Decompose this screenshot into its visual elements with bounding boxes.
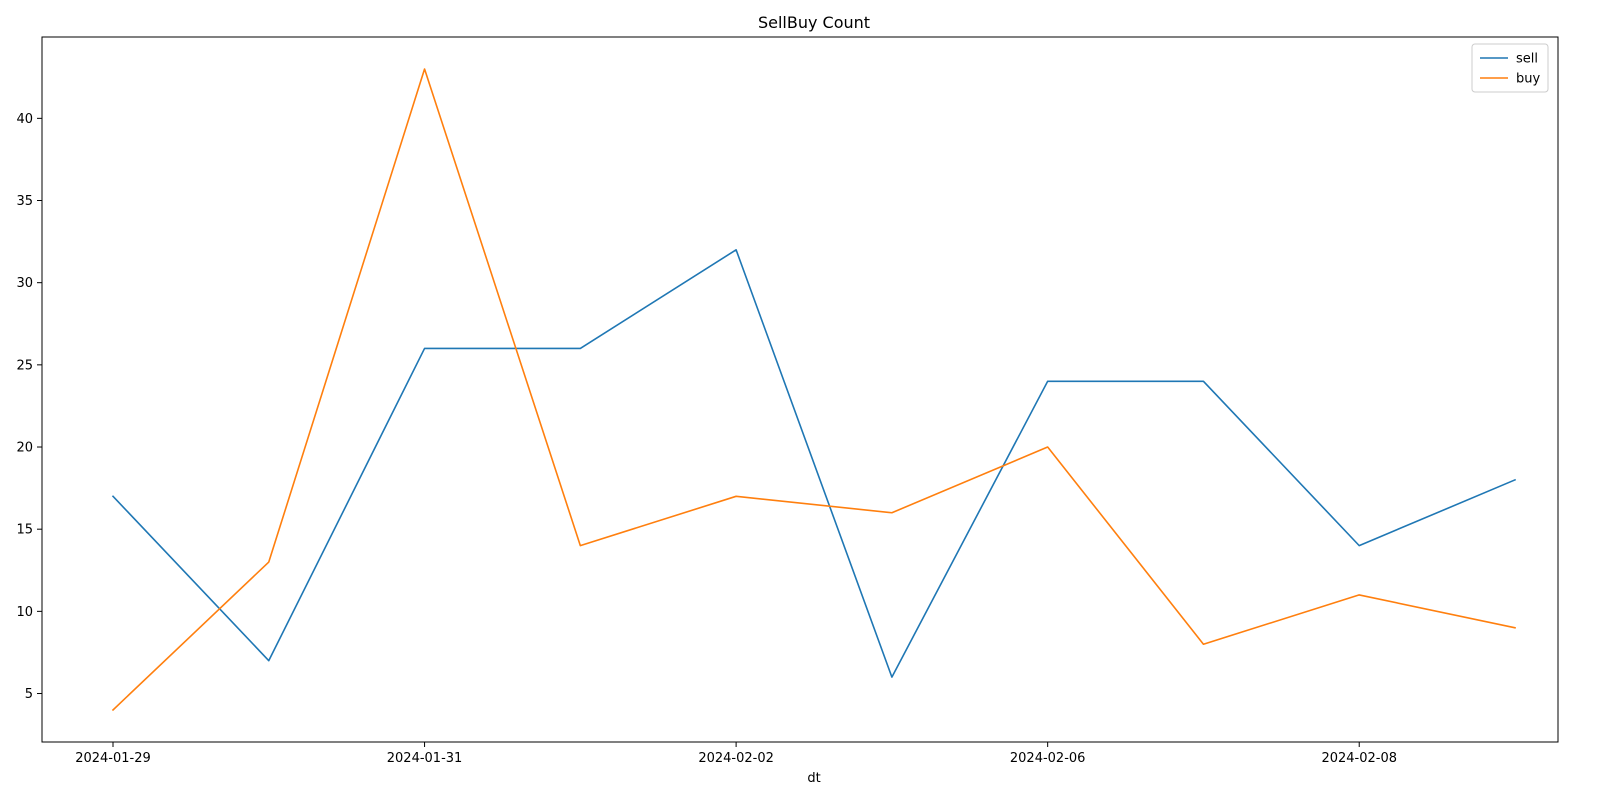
data-point-sell-2024-02-01 — [578, 346, 582, 350]
legend-label-buy: buy — [1516, 72, 1540, 87]
data-point-sell-2024-01-30 — [267, 659, 271, 663]
y-tick-label-35: 35 — [16, 194, 33, 209]
data-point-sell-2024-01-31 — [423, 346, 427, 350]
data-point-buy-2024-01-30 — [267, 560, 271, 564]
x-tick-label-2024-02-02: 2024-02-02 — [698, 751, 774, 766]
data-point-buy-2024-02-05 — [890, 511, 894, 515]
data-point-buy-2024-02-01 — [578, 544, 582, 548]
data-point-buy-2024-02-06 — [1046, 445, 1050, 449]
data-point-sell-2024-02-09 — [1513, 478, 1517, 482]
x-axis-label: dt — [807, 771, 820, 786]
data-point-sell-2024-02-06 — [1046, 379, 1050, 383]
y-tick-label-15: 15 — [16, 523, 33, 538]
legend: sell buy — [1471, 43, 1549, 93]
series-line-buy — [111, 68, 1516, 712]
legend-box — [1471, 43, 1549, 93]
legend-label-sell: sell — [1516, 52, 1538, 67]
data-point-sell-2024-02-07 — [1201, 379, 1205, 383]
y-tick-label-40: 40 — [16, 112, 33, 127]
data-point-buy-2024-02-09 — [1513, 626, 1517, 630]
y-tick-label-5: 5 — [25, 687, 33, 702]
series-line-sell — [111, 249, 1517, 678]
y-tick-label-30: 30 — [16, 276, 33, 291]
y-tick-label-20: 20 — [16, 441, 33, 456]
data-point-buy-2024-01-29 — [111, 708, 115, 712]
x-tick-label-2024-02-08: 2024-02-08 — [1321, 751, 1397, 766]
x-tick-label-2024-01-29: 2024-01-29 — [75, 751, 151, 766]
data-point-sell-2024-02-02 — [734, 248, 738, 252]
plot-frame — [41, 36, 1559, 743]
data-point-sell-2024-02-05 — [890, 675, 894, 679]
data-point-buy-2024-02-08 — [1357, 593, 1361, 597]
data-point-buy-2024-02-07 — [1201, 642, 1205, 646]
chart-title: SellBuy Count — [758, 13, 870, 32]
data-point-buy-2024-01-31 — [423, 67, 427, 71]
data-point-sell-2024-01-29 — [111, 494, 115, 498]
y-tick-label-25: 25 — [16, 358, 33, 373]
data-point-sell-2024-02-08 — [1357, 544, 1361, 548]
y-tick-label-10: 10 — [16, 605, 33, 620]
data-point-buy-2024-02-02 — [734, 494, 738, 498]
x-tick-label-2024-01-31: 2024-01-31 — [387, 751, 463, 766]
x-tick-label-2024-02-06: 2024-02-06 — [1010, 751, 1086, 766]
